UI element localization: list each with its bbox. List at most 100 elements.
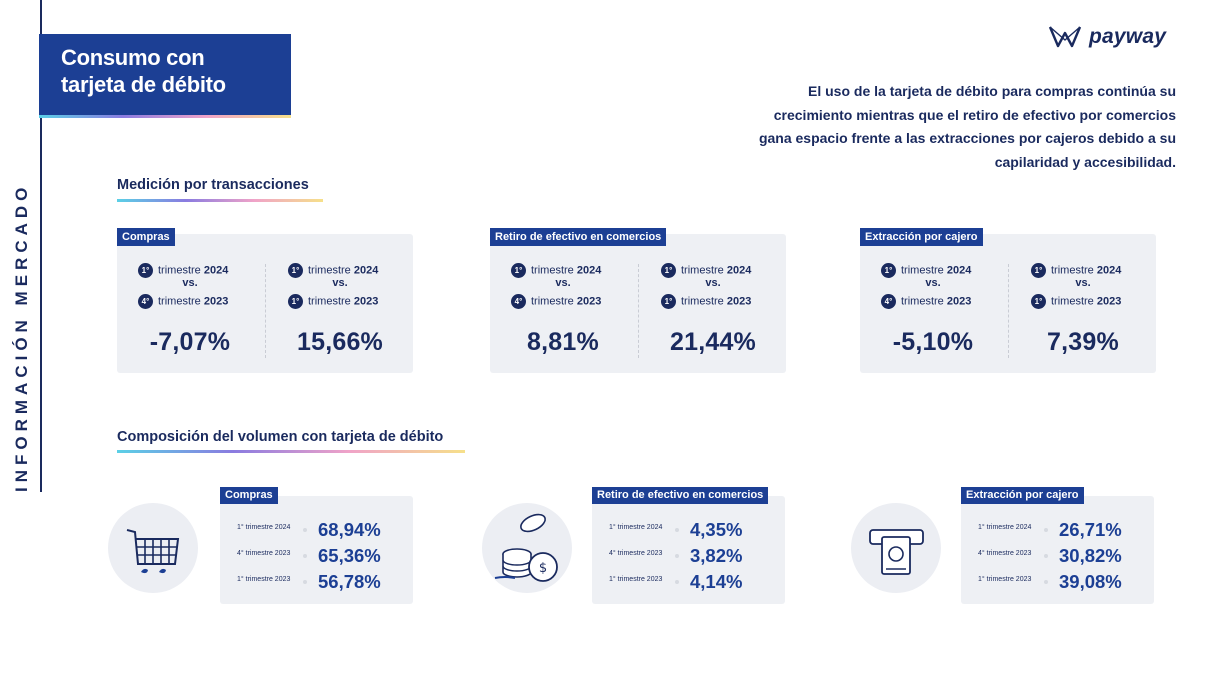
atm-cash-icon	[869, 529, 924, 575]
period-year: 2023	[353, 295, 379, 308]
card-label: Extracción por cajero	[961, 487, 1084, 504]
period-text: trimestre	[531, 295, 574, 308]
period-text: trimestre	[901, 264, 944, 277]
period-year: 2024	[576, 264, 602, 277]
row-dot	[1044, 554, 1048, 558]
section-heading-transactions: Medición por transacciones	[117, 177, 309, 193]
page-title: Consumo con tarjeta de débito	[39, 34, 291, 115]
period-number: 1°	[1031, 263, 1046, 278]
row-dot	[675, 580, 679, 584]
period-a: 1° trimestre 2024	[1010, 263, 1156, 278]
card-label: Compras	[117, 228, 175, 246]
share-value: 3,82%	[690, 545, 743, 566]
period-b: 1° trimestre 2023	[267, 294, 413, 309]
period-text: trimestre	[1051, 295, 1094, 308]
shopping-cart-icon-wrap	[108, 503, 198, 593]
shopping-cart-icon	[126, 529, 180, 574]
composition-row: 4° trimestre 2023 30,82%	[961, 544, 1154, 568]
period-year: 2024	[946, 264, 972, 277]
vs-label: vs.	[332, 277, 348, 289]
transaction-card: Retiro de efectivo en comercios 1° trimes…	[490, 228, 786, 373]
period-b: 4° trimestre 2023	[490, 294, 636, 309]
period-a: 1° trimestre 2024	[267, 263, 413, 278]
period-number: 1°	[1031, 294, 1046, 309]
period-a: 1° trimestre 2024	[860, 263, 1006, 278]
section-underline	[117, 199, 323, 202]
section-underline	[117, 450, 465, 453]
period-year: 2023	[726, 295, 752, 308]
section-heading-composition: Composición del volumen con tarjeta de d…	[117, 429, 444, 445]
share-value: 4,14%	[690, 571, 743, 592]
period-b: 4° trimestre 2023	[117, 294, 263, 309]
period-text: trimestre	[158, 264, 201, 277]
row-dot	[675, 528, 679, 532]
period-year: 2024	[353, 264, 379, 277]
period-year: 2024	[1096, 264, 1122, 277]
intro-text: El uso de la tarjeta de débito para comp…	[758, 83, 1176, 170]
composition-row: 1° trimestre 2024 68,94%	[220, 518, 413, 542]
share-value: 4,35%	[690, 519, 743, 540]
row-dot	[303, 528, 307, 532]
transaction-card: Compras 1° trimestre 2024 vs. 4° trimestre…	[117, 228, 413, 373]
period-year: 2024	[726, 264, 752, 277]
share-value: 56,78%	[318, 571, 381, 592]
period-label: 1° trimestre 2024	[609, 524, 663, 531]
share-value: 30,82%	[1059, 545, 1122, 566]
svg-text:$: $	[539, 561, 547, 576]
brand-name: payway	[1089, 25, 1167, 48]
composition-card: Retiro de efectivo en comercios 1° trime…	[592, 487, 785, 604]
coins-icon-wrap: $	[482, 503, 572, 593]
comparison-block: 1° trimestre 2024 vs. 1° trimestre 2023 7,…	[1010, 234, 1156, 372]
period-year: 2023	[203, 295, 229, 308]
period-label: 1° trimestre 2023	[237, 576, 291, 583]
period-a: 1° trimestre 2024	[640, 263, 786, 278]
period-year: 2023	[576, 295, 602, 308]
composition-row: 1° trimestre 2023 56,78%	[220, 570, 413, 594]
row-dot	[303, 580, 307, 584]
card-divider	[1008, 264, 1009, 358]
period-year: 2024	[203, 264, 229, 277]
variation-value: 7,39%	[1047, 328, 1119, 356]
period-text: trimestre	[308, 264, 351, 277]
variation-value: 21,44%	[670, 328, 756, 356]
period-text: trimestre	[531, 264, 574, 277]
period-number: 4°	[881, 294, 896, 309]
period-number: 1°	[661, 263, 676, 278]
atm-cash-icon-wrap	[851, 503, 941, 593]
variation-value: -5,10%	[892, 328, 974, 356]
title-line-2: tarjeta de débito	[61, 72, 226, 97]
variation-value: 15,66%	[297, 328, 383, 356]
vs-label: vs.	[925, 277, 941, 289]
comparison-block: 1° trimestre 2024 vs. 4° trimestre 2023 8,…	[490, 234, 636, 372]
period-number: 1°	[511, 263, 526, 278]
period-label: 1° trimestre 2023	[978, 576, 1032, 583]
period-label: 4° trimestre 2023	[609, 550, 663, 557]
comparison-block: 1° trimestre 2024 vs. 1° trimestre 2023 15…	[267, 234, 413, 372]
variation-value: -7,07%	[149, 328, 231, 356]
period-text: trimestre	[158, 295, 201, 308]
composition-row: 1° trimestre 2023 4,14%	[592, 570, 785, 594]
side-label: INFORMACIÓN MERCADO	[12, 182, 31, 492]
coins-icon: $	[494, 513, 558, 582]
period-number: 1°	[661, 294, 676, 309]
period-label: 1° trimestre 2024	[978, 524, 1032, 531]
composition-row: 4° trimestre 2023 65,36%	[220, 544, 413, 568]
share-value: 26,71%	[1059, 519, 1122, 540]
period-label: 4° trimestre 2023	[978, 550, 1032, 557]
variation-value: 8,81%	[527, 328, 599, 356]
period-text: trimestre	[681, 295, 724, 308]
composition-row: 1° trimestre 2024 4,35%	[592, 518, 785, 542]
comparison-block: 1° trimestre 2024 vs. 1° trimestre 2023 21…	[640, 234, 786, 372]
period-label: 4° trimestre 2023	[237, 550, 291, 557]
vs-label: vs.	[705, 277, 721, 289]
period-label: 1° trimestre 2024	[237, 524, 291, 531]
period-text: trimestre	[308, 295, 351, 308]
card-label: Compras	[220, 487, 278, 504]
period-number: 1°	[288, 263, 303, 278]
composition-row: 1° trimestre 2024 26,71%	[961, 518, 1154, 542]
period-text: trimestre	[1051, 264, 1094, 277]
payway-logo-icon	[1048, 26, 1082, 48]
comparison-block: 1° trimestre 2024 vs. 4° trimestre 2023 -7…	[117, 234, 263, 372]
period-number: 1°	[881, 263, 896, 278]
card-label: Retiro de efectivo en comercios	[490, 228, 667, 246]
